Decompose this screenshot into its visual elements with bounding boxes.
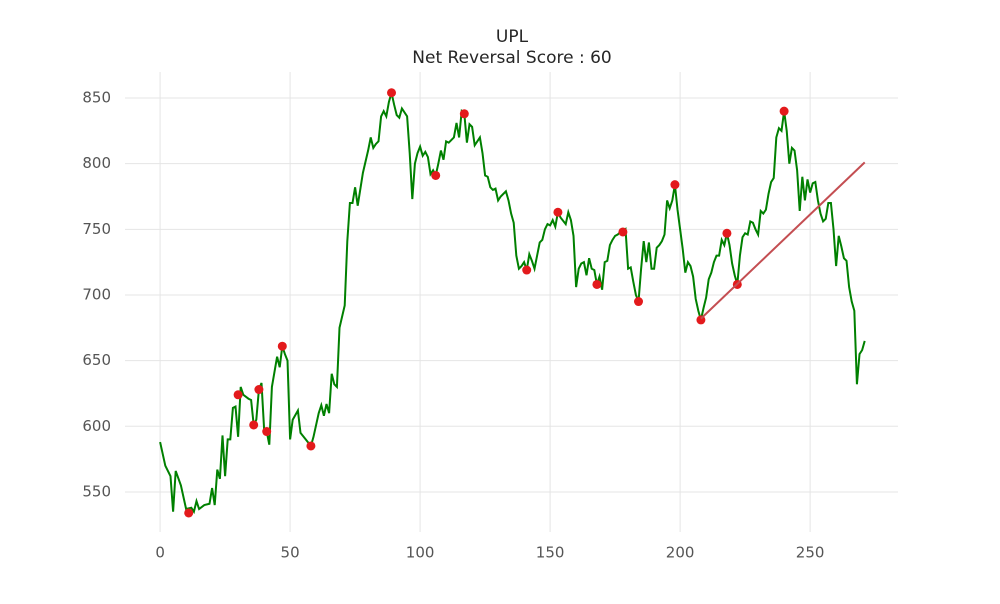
point — [306, 441, 316, 451]
point — [387, 88, 397, 98]
point — [277, 341, 287, 351]
point — [634, 297, 644, 307]
x-tick-label: 200 — [666, 544, 695, 562]
point — [249, 420, 259, 430]
x-tick-label: 150 — [536, 544, 565, 562]
y-tick-label: 650 — [82, 351, 111, 369]
point — [522, 265, 532, 275]
y-tick-label: 700 — [82, 285, 111, 303]
y-tick-label: 600 — [82, 417, 111, 435]
point — [670, 180, 680, 190]
line — [159, 92, 866, 515]
point — [254, 385, 264, 395]
point — [779, 106, 789, 116]
plot-area — [159, 88, 866, 518]
point — [553, 207, 563, 217]
chart-title: UPL — [496, 27, 529, 47]
grid — [125, 72, 898, 532]
point — [262, 427, 272, 437]
y-tick-label: 850 — [82, 89, 111, 107]
point — [618, 227, 628, 237]
point — [722, 228, 732, 238]
x-tick-label: 100 — [406, 544, 435, 562]
point — [592, 279, 602, 289]
point — [184, 508, 194, 518]
y-tick-label: 550 — [82, 482, 111, 500]
point — [459, 109, 469, 119]
y-tick-label: 800 — [82, 154, 111, 172]
point — [233, 390, 243, 400]
y-tick-label: 750 — [82, 220, 111, 238]
point — [431, 170, 441, 180]
x-tick-label: 50 — [281, 544, 300, 562]
x-tick-label: 250 — [796, 544, 825, 562]
chart-subtitle: Net Reversal Score : 60 — [412, 48, 611, 68]
x-tick-label: 0 — [155, 544, 165, 562]
line — [700, 161, 866, 320]
